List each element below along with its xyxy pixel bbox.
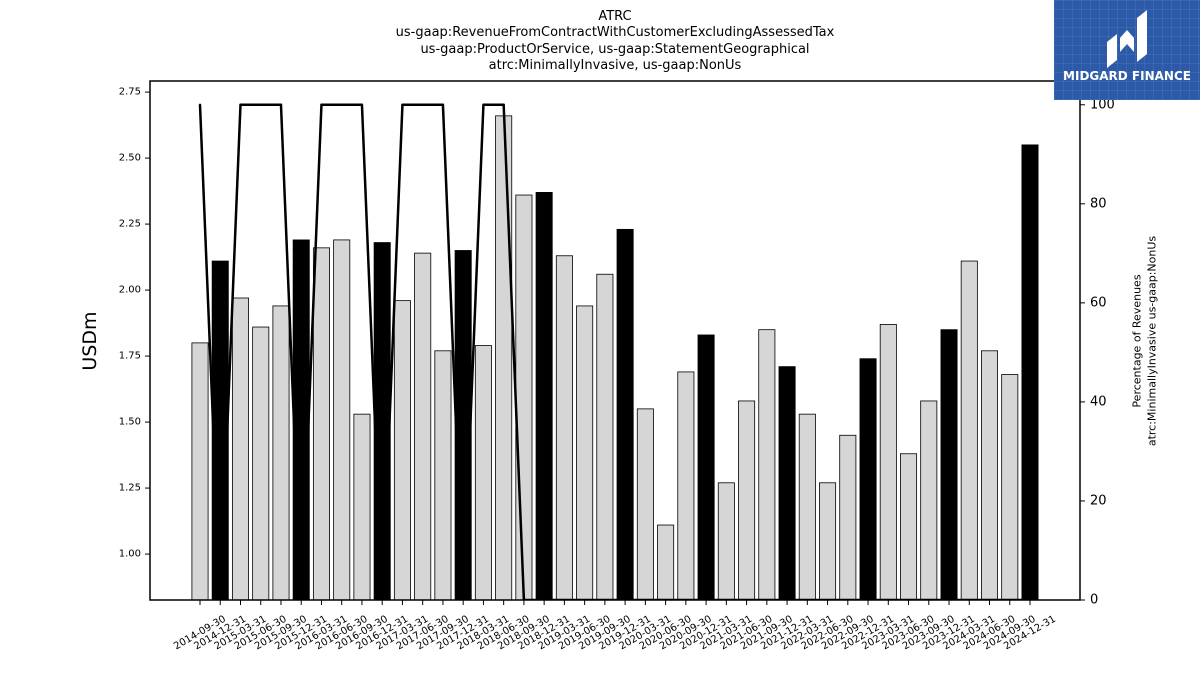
y2-tick-label: 0 — [1090, 593, 1098, 608]
y2-axis-label-line-1: Percentage of Revenues — [1131, 274, 1144, 407]
midgard-finance-logo: MIDGARD FINANCE — [1054, 0, 1200, 100]
bar-2020-06-30 — [657, 524, 675, 600]
line-point-2017-06-30 — [421, 103, 424, 106]
bar-2023-09-30 — [920, 400, 938, 600]
bar-2014-12-31 — [211, 260, 229, 600]
chart-title-line-2: us-gaap:RevenueFromContractWithCustomerE… — [396, 25, 835, 40]
bar-2017-09-30 — [434, 350, 452, 600]
percentage-line — [198, 103, 1030, 600]
bar-2021-12-31 — [778, 366, 796, 600]
bar-2015-12-31 — [292, 239, 310, 600]
line-point-2016-06-30 — [340, 103, 343, 106]
midgard-logo-icon — [1107, 10, 1147, 68]
bar-2016-09-30 — [353, 413, 371, 600]
plot-frame — [149, 80, 1081, 601]
line-point-2018-03-31 — [482, 103, 485, 106]
bar-2017-12-31 — [454, 250, 472, 600]
bar-2019-06-30 — [576, 305, 594, 600]
y-axis-label: USDm — [79, 311, 101, 370]
bar-2021-06-30 — [738, 400, 756, 600]
bar-2018-12-31 — [535, 191, 553, 600]
bar-2016-06-30 — [333, 239, 351, 600]
y-tick-label: 2.00 — [119, 285, 141, 296]
bar-2019-03-31 — [555, 255, 573, 600]
line-point-2018-06-30 — [502, 103, 505, 106]
y2-tick-label: 100 — [1090, 97, 1115, 112]
y2-tick-label: 20 — [1090, 493, 1107, 508]
y2-axis-label-line-2: atrc:MinimallyInvasive us-gaap:NonUs — [1146, 236, 1159, 447]
line-point-2015-09-30 — [279, 103, 283, 106]
y-tick-label: 2.50 — [119, 153, 141, 164]
bar-2021-09-30 — [758, 329, 776, 600]
bar-2023-12-31 — [940, 329, 958, 600]
chart-title-line-1: ATRC — [598, 9, 631, 24]
bar-2018-09-30 — [515, 194, 533, 600]
bar-2015-06-30 — [252, 326, 270, 600]
line-point-2015-06-30 — [259, 103, 262, 106]
bar-2022-09-30 — [839, 434, 857, 600]
bar-2014-09-30 — [191, 342, 209, 600]
bar-2020-09-30 — [677, 371, 695, 600]
bar-2021-03-31 — [717, 482, 735, 600]
bar-2016-12-31 — [373, 242, 391, 600]
line-point-2016-03-31 — [320, 103, 323, 106]
bar-2024-09-30 — [1001, 374, 1019, 600]
bar-2020-12-31 — [697, 334, 715, 600]
bar-2024-03-31 — [960, 260, 978, 600]
line-point-2015-03-31 — [239, 103, 242, 106]
line-point-2017-03-31 — [401, 103, 404, 106]
bar-2016-03-31 — [312, 247, 330, 600]
y-tick-label: 2.25 — [119, 219, 141, 230]
bar-2022-06-30 — [819, 482, 837, 600]
y-tick-label: 1.75 — [119, 351, 141, 362]
bar-2023-06-30 — [900, 453, 918, 600]
bar-series — [191, 115, 1039, 600]
bar-2017-03-31 — [393, 300, 411, 600]
y-tick-label: 1.50 — [119, 417, 141, 428]
line-point-2014-09-30 — [198, 103, 202, 106]
bar-2018-06-30 — [495, 115, 513, 600]
bar-2024-12-31 — [1021, 144, 1039, 600]
line-point-2017-09-30 — [441, 103, 445, 106]
axis-ticks: 1.00 1.25 1.50 1.75 2.00 2.25 2.50 2.75 0 20 40 60 8… — [119, 87, 1115, 653]
logo-text: MIDGARD FINANCE — [1063, 69, 1191, 83]
y-tick-label: 1.00 — [119, 549, 141, 560]
bar-2023-03-31 — [879, 323, 897, 600]
y-tick-label: 1.25 — [119, 483, 141, 494]
y-tick-label: 2.75 — [119, 87, 141, 98]
chart-title-line-4: atrc:MinimallyInvasive, us-gaap:NonUs — [489, 58, 742, 73]
y2-tick-label: 60 — [1090, 295, 1107, 310]
chart-title-line-3: us-gaap:ProductOrService, us-gaap:Statem… — [420, 42, 809, 57]
line-point-2016-09-30 — [360, 103, 364, 106]
y2-tick-label: 80 — [1090, 196, 1107, 211]
bar-2024-06-30 — [981, 350, 999, 600]
bar-2022-03-31 — [798, 413, 816, 600]
bar-2015-09-30 — [272, 305, 290, 600]
bar-2015-03-31 — [231, 297, 249, 600]
bar-2022-12-31 — [859, 358, 877, 600]
bar-2017-06-30 — [414, 252, 432, 600]
bar-2018-03-31 — [474, 345, 492, 600]
y2-tick-label: 40 — [1090, 394, 1107, 409]
bar-2020-03-31 — [636, 408, 654, 600]
bar-2019-09-30 — [596, 273, 614, 600]
bar-2019-12-31 — [616, 228, 634, 600]
